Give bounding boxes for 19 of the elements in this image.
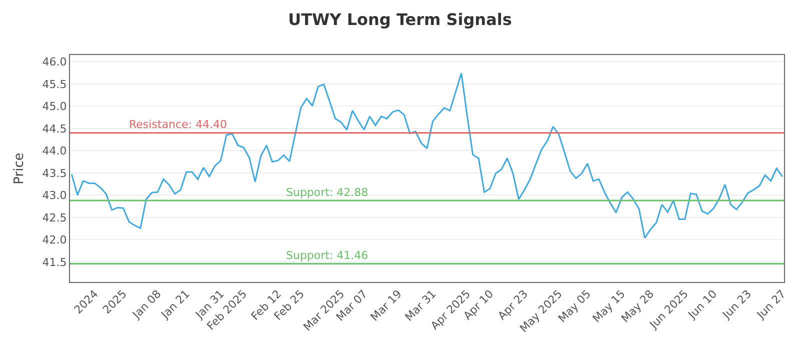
y-tick-label: 44.0	[42, 144, 67, 158]
y-tick-label: 42.5	[42, 211, 67, 224]
y-tick-label: 43.5	[42, 166, 67, 180]
ref-line-label: Support: 41.46	[286, 249, 368, 262]
y-tick-label: 45.0	[42, 100, 67, 114]
y-tick-label: 44.5	[42, 122, 67, 136]
chart-title: UTWY Long Term Signals	[288, 10, 512, 30]
y-axis-title: Price	[12, 152, 28, 184]
ref-line-label: Resistance: 44.40	[129, 118, 227, 131]
x-tick-label: Jun 23	[719, 288, 754, 322]
x-tick-label: Mar 19	[368, 288, 404, 324]
y-tick-label: 43.0	[42, 189, 67, 202]
y-tick-label: 46.0	[42, 56, 67, 69]
ref-line-label: Support: 42.88	[286, 186, 368, 199]
x-tick-label: Jun 27	[754, 288, 788, 322]
line-series	[70, 72, 784, 239]
y-tick-label: 41.5	[42, 256, 67, 269]
y-tick-label: 45.5	[42, 78, 67, 91]
y-tick-label: 42.0	[42, 234, 67, 247]
